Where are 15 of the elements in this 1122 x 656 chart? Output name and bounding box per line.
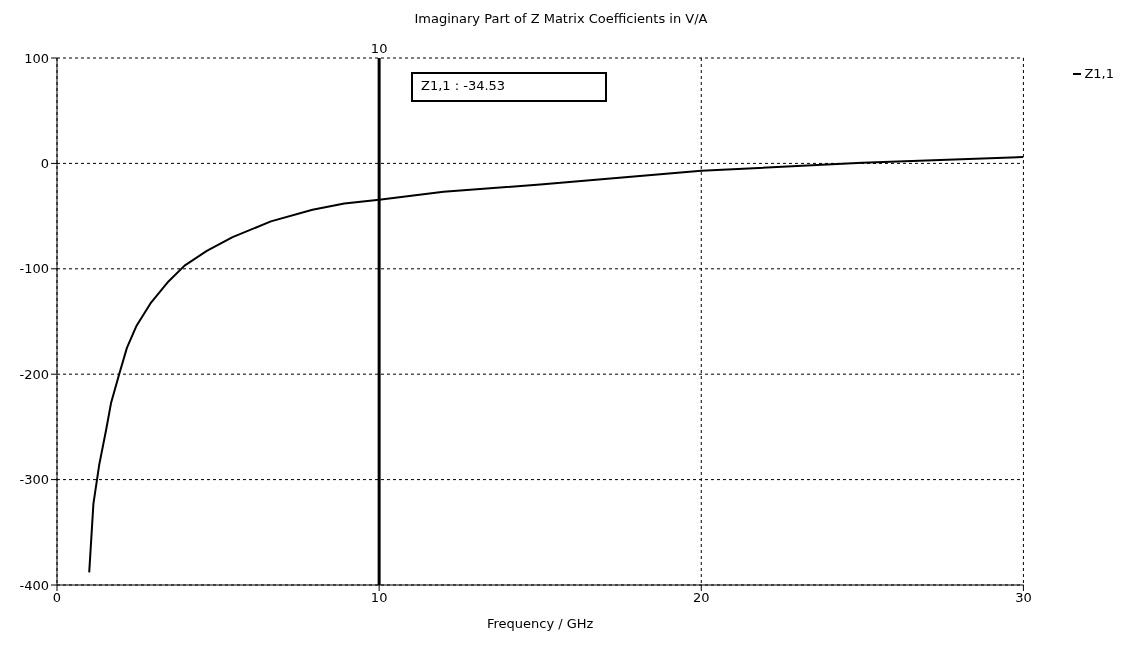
y-tick-label: -200 bbox=[19, 366, 49, 382]
x-tick-label: 30 bbox=[1015, 590, 1032, 606]
y-tick-label: 100 bbox=[24, 50, 49, 66]
chart-title: Imaginary Part of Z Matrix Coefficients in V/A bbox=[413, 10, 709, 28]
y-tick-label: -100 bbox=[19, 261, 49, 277]
x-tick-label: 10 bbox=[370, 590, 388, 606]
y-tick-label: 0 bbox=[40, 156, 49, 172]
annotation: Z1,1 : -34.53 bbox=[421, 78, 506, 93]
legend-label: Z1,1 bbox=[1083, 66, 1114, 81]
x-tick-label: 0 bbox=[52, 590, 62, 606]
ref-line-label: 10 bbox=[370, 41, 388, 56]
x-axis-title: Frequency / GHz bbox=[486, 616, 594, 631]
x-tick-label: 20 bbox=[693, 590, 710, 606]
y-tick-label: -400 bbox=[19, 577, 49, 593]
y-tick-label: -300 bbox=[19, 472, 49, 488]
